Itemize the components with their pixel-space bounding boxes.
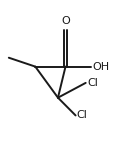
Text: OH: OH <box>92 62 109 72</box>
Text: Cl: Cl <box>77 110 88 120</box>
Text: Cl: Cl <box>87 78 98 88</box>
Text: O: O <box>61 16 70 26</box>
